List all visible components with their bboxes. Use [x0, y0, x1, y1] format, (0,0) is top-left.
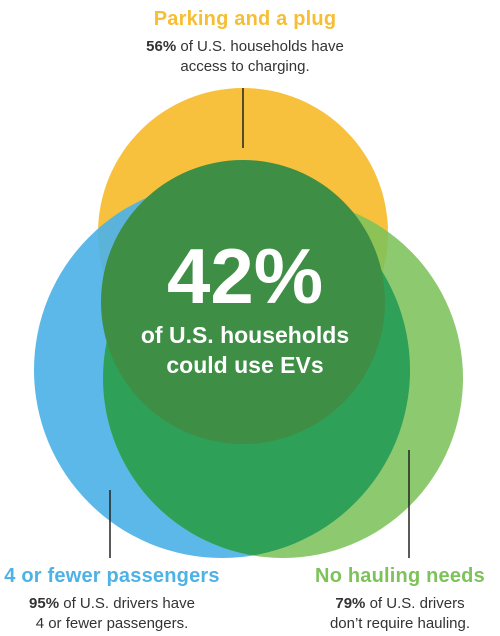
center-percentage: 42% [167, 232, 323, 320]
parking-description: 56% of U.S. households have access to ch… [100, 37, 390, 77]
hauling-desc-line1: of U.S. drivers [369, 595, 465, 612]
hauling-pct: 79% [335, 595, 366, 612]
passengers-desc-line2: 4 or fewer passengers. [35, 615, 189, 632]
hauling-desc-line2: don’t require hauling. [329, 615, 471, 632]
hauling-title: No hauling needs [315, 565, 485, 587]
parking-label: Parking and a plug 56% of U.S. household… [100, 8, 390, 77]
hauling-label: No hauling needs 79% of U.S. drivers don… [300, 565, 500, 634]
parking-desc-line2: access to charging. [180, 58, 310, 75]
center-label-line1: of U.S. households [141, 322, 349, 348]
passengers-label: 4 or fewer passengers 95% of U.S. driver… [0, 565, 224, 634]
center-label-line2: could use EVs [166, 352, 323, 378]
passengers-description: 95% of U.S. drivers have 4 or fewer pass… [0, 594, 224, 634]
parking-desc-line1: of U.S. households have [180, 38, 344, 55]
passengers-desc-line1: of U.S. drivers have [63, 595, 195, 612]
hauling-description: 79% of U.S. drivers don’t require haulin… [300, 594, 500, 634]
parking-pct: 56% [146, 38, 177, 55]
passengers-pct: 95% [29, 595, 60, 612]
passengers-title: 4 or fewer passengers [4, 565, 220, 587]
parking-title: Parking and a plug [153, 8, 337, 30]
center-intersection [101, 160, 385, 444]
